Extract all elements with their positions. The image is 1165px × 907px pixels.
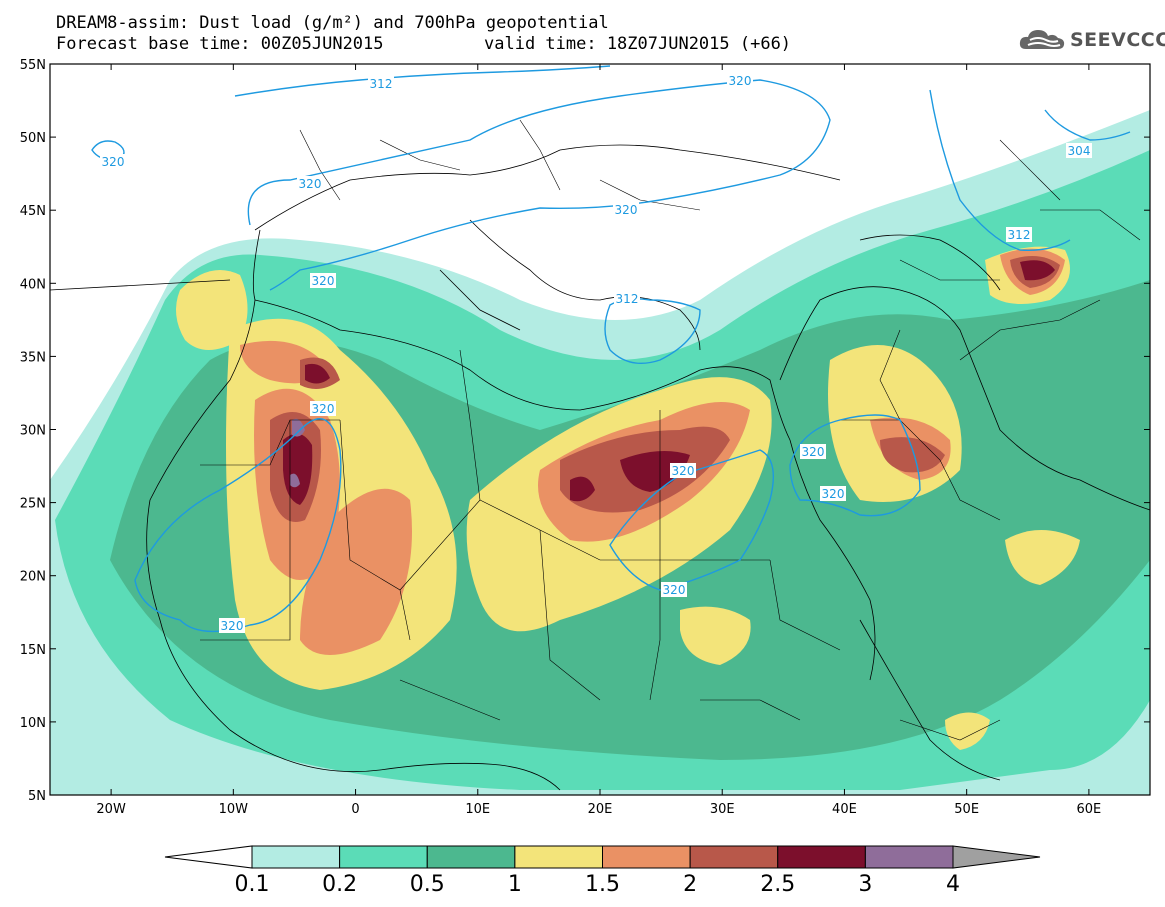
contour-label: 320 (727, 73, 753, 88)
axis-ticks (50, 63, 1150, 796)
colorbar-swatch (777, 845, 866, 869)
colorbar-swatch (251, 845, 341, 869)
contour-labels: 312 320 320 320 320 320 304 312 312 320 … (100, 73, 1092, 633)
borders (200, 119, 1141, 741)
svg-text:320: 320 (802, 445, 825, 459)
contour-label: 312 (368, 76, 394, 91)
colorbar-level-label: 3 (858, 872, 873, 897)
lat-label: 50N (20, 131, 46, 146)
colorbar-swatch (426, 845, 516, 869)
contour-label: 320 (661, 582, 687, 597)
cloud-icon (1019, 30, 1065, 49)
lon-label: 50E (954, 802, 979, 817)
logo-text: SEEVCCC (1070, 29, 1165, 51)
lon-label: 20W (96, 802, 126, 817)
lon-label: 10W (219, 802, 249, 817)
contour-label: 312 (614, 291, 640, 306)
lat-label: 30N (20, 424, 46, 439)
colorbar-level-label: 2 (683, 872, 698, 897)
svg-text:320: 320 (312, 402, 335, 416)
contour-label: 320 (297, 176, 323, 191)
colorbar-level-label: 0.2 (322, 872, 358, 897)
contour-label: 320 (310, 273, 336, 288)
svg-text:304: 304 (1068, 144, 1091, 158)
lat-label: 25N (20, 497, 46, 512)
lat-label: 20N (20, 570, 46, 585)
lat-label: 15N (20, 643, 46, 658)
svg-text:320: 320 (672, 464, 695, 478)
latitude-labels: 55N 50N 45N 40N 35N 30N 25N 20N 15N 10N 5N (20, 58, 46, 804)
svg-text:312: 312 (370, 77, 393, 91)
map-title: DREAM8-assim: Dust load (g/m²) and 700hP… (56, 13, 609, 33)
lon-label: 10E (465, 802, 490, 817)
dust-field (50, 64, 1150, 795)
svg-text:320: 320 (102, 155, 125, 169)
svg-text:320: 320 (663, 583, 686, 597)
svg-text:320: 320 (299, 177, 322, 191)
lon-label: 30E (710, 802, 735, 817)
colorbar (164, 845, 1041, 869)
colorbar-level-label: 4 (946, 872, 960, 897)
colorbar-high-arrow (952, 845, 1041, 869)
colorbar-swatch (514, 845, 603, 869)
contour-label: 320 (670, 463, 696, 478)
svg-text:312: 312 (616, 292, 639, 306)
lon-label: 40E (832, 802, 857, 817)
contour-label: 320 (613, 202, 639, 217)
svg-text:320: 320 (312, 274, 335, 288)
contour-label: 304 (1066, 143, 1092, 158)
colorbar-swatch (602, 845, 691, 869)
svg-text:320: 320 (729, 74, 752, 88)
contour-label: 320 (219, 618, 245, 633)
colorbar-level-label: 0.1 (234, 872, 270, 897)
colorbar-level-label: 2.5 (760, 872, 796, 897)
contour-label: 320 (100, 154, 126, 169)
valid-time: valid time: 18Z07JUN2015 (+66) (484, 34, 792, 54)
svg-text:320: 320 (615, 203, 638, 217)
lon-label: 60E (1077, 802, 1102, 817)
forecast-base-time: Forecast base time: 00Z05JUN2015 (56, 34, 384, 54)
colorbar-swatch (689, 845, 779, 869)
svg-text:320: 320 (221, 619, 244, 633)
colorbar-level-label: 0.5 (409, 872, 445, 897)
contour-label: 312 (1006, 227, 1032, 242)
lat-label: 10N (20, 716, 46, 731)
lat-label: 35N (20, 350, 46, 365)
seevccc-logo: SEEVCCC (1018, 26, 1165, 54)
colorbar-swatch (339, 845, 428, 869)
lat-label: 55N (20, 58, 46, 73)
longitude-labels: 20W 10W 0 10E 20E 30E 40E 50E 60E (96, 802, 1101, 817)
coastlines (50, 144, 1150, 791)
contour-label: 320 (800, 444, 826, 459)
lat-label: 45N (20, 204, 46, 219)
contour-label: 320 (310, 401, 336, 416)
colorbar-level-label: 1 (507, 872, 522, 897)
lon-label: 0 (351, 802, 359, 817)
lon-label: 20E (588, 802, 613, 817)
svg-text:320: 320 (822, 487, 845, 501)
colorbar-low-arrow (164, 845, 253, 869)
colorbar-swatch (864, 845, 954, 869)
colorbar-level-label: 1.5 (585, 872, 620, 897)
lat-label: 40N (20, 277, 46, 292)
contour-label: 320 (820, 486, 846, 501)
svg-text:312: 312 (1008, 228, 1031, 242)
lat-label: 5N (28, 789, 46, 804)
